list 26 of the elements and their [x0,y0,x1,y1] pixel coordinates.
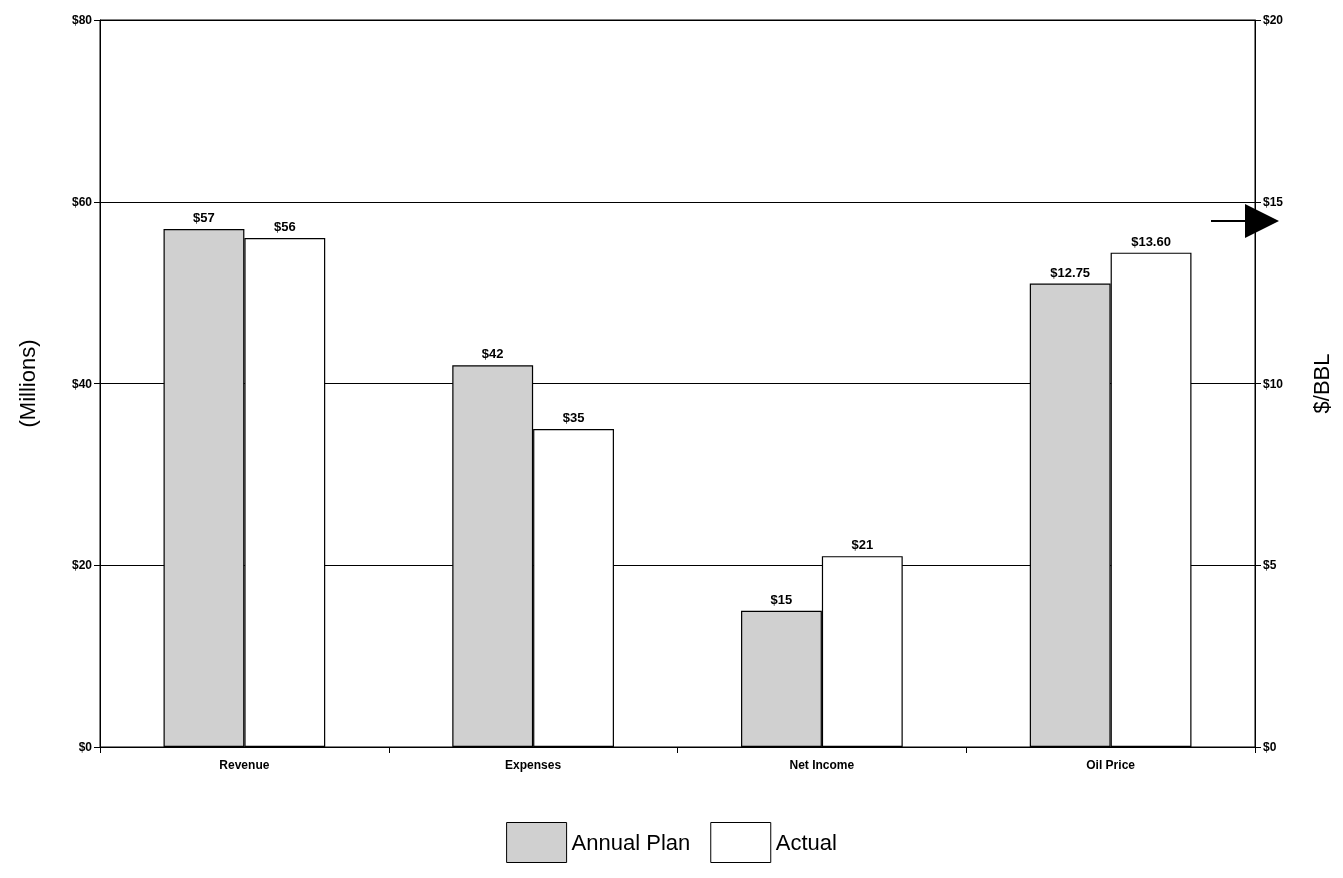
data-label: $42 [481,346,504,362]
y2-tick-label: $10 [1263,376,1284,391]
data-label: $15 [770,591,793,607]
y2-tick-label: $15 [1263,194,1284,209]
y-tick-label: $20 [71,558,93,573]
x-tick-label: Expenses [505,758,562,772]
y-tick-label: $0 [78,740,93,754]
y-tick-label: $60 [71,194,93,209]
data-label: $12.75 [1050,264,1091,280]
y2-tick-label: $5 [1263,558,1277,573]
legend-label: Actual [775,830,837,855]
legend-label: Annual Plan [571,830,691,855]
x-tick-label: Net Income [789,758,855,772]
y-axis-title: (Millions) [14,339,40,428]
y2-tick-label: $20 [1263,13,1284,27]
data-label: $35 [562,409,585,425]
x-tick-label: Revenue [219,758,270,772]
y-tick-label: $80 [71,13,93,27]
data-label: $57 [193,210,215,226]
y-tick-label: $40 [71,376,93,391]
data-label: $13.60 [1131,233,1171,249]
x-tick-label: Oil Price [1086,758,1136,772]
y2-axis-title: $/BBL [1308,353,1334,414]
data-label: $21 [851,537,874,553]
data-label: $56 [273,219,296,235]
y2-tick-label: $0 [1263,740,1277,754]
